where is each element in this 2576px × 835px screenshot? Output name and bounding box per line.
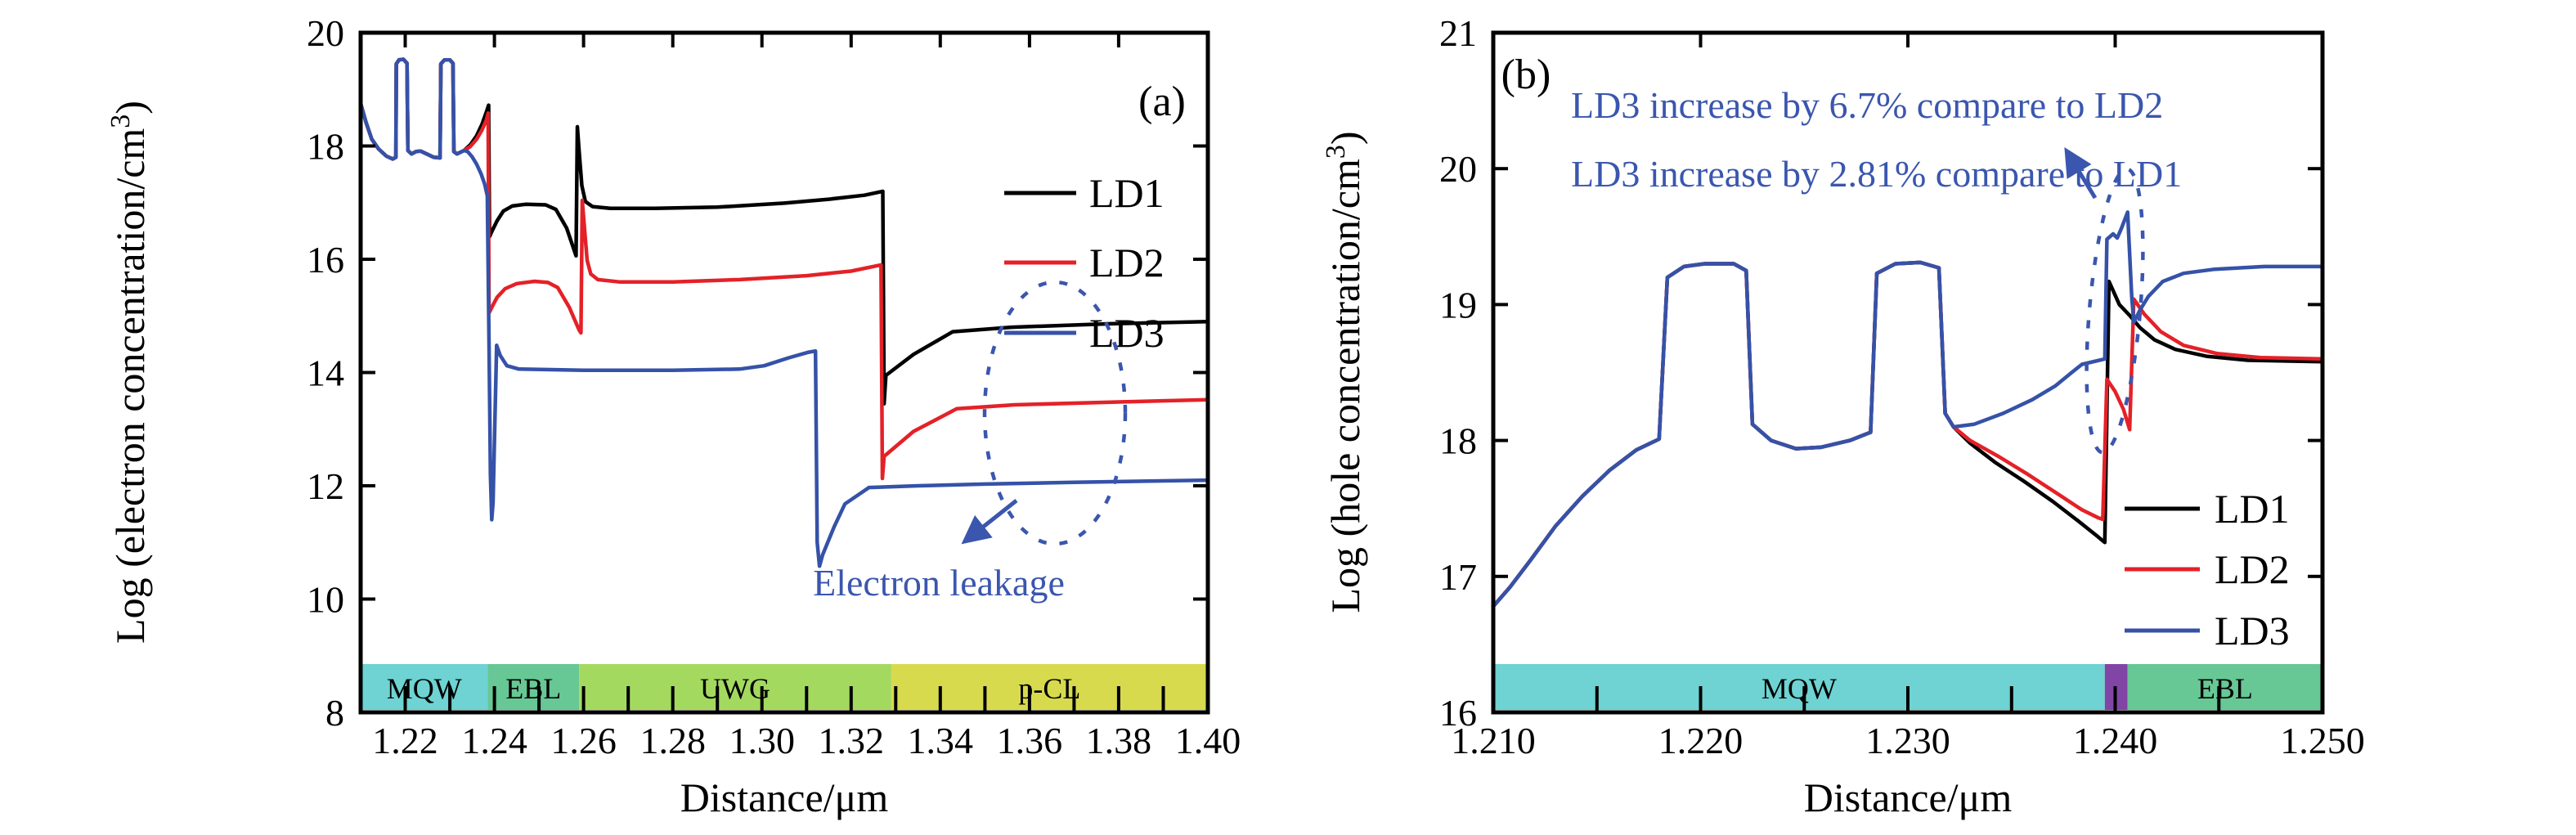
ld2-curve xyxy=(1491,260,2325,608)
x-tick-label: 1.24 xyxy=(461,720,527,761)
y-axis-title: Log (electron concentration/cm3) xyxy=(105,101,153,644)
legend-label-ld1: LD1 xyxy=(1089,170,1165,216)
y-axis-title: Log (hole concentration/cm3) xyxy=(1321,131,1368,613)
axis-ticks xyxy=(362,34,1209,711)
y-tick-label: 18 xyxy=(307,126,344,168)
ld1-curve xyxy=(1491,260,2325,608)
y-tick-label: 8 xyxy=(325,692,344,734)
y-tick-label: 20 xyxy=(1439,148,1477,190)
region-label-ebl: EBL xyxy=(505,672,561,705)
highlight-ellipse xyxy=(2085,167,2145,455)
x-tick-label: 1.36 xyxy=(997,720,1063,761)
annotation-arrow xyxy=(2064,147,2098,200)
annotation-group: LD3 increase by 6.7% compare to LD2 LD3 i… xyxy=(1571,84,2182,455)
panel-b-hole-concentration: MQW EBL 1.210 1.220 1.230 1.240 1.250 16 17 18 19 2… xyxy=(1321,12,2365,820)
region-band-uwg xyxy=(579,664,891,710)
x-tick-label: 1.32 xyxy=(819,720,885,761)
y-tick-label: 12 xyxy=(307,465,344,507)
region-label-uwg: UWG xyxy=(700,672,770,705)
legend-label-ld3: LD3 xyxy=(2215,608,2290,653)
legend-label-ld3: LD3 xyxy=(1089,310,1165,356)
region-band-mqw xyxy=(361,664,488,710)
x-tick-label: 1.38 xyxy=(1086,720,1152,761)
plot-border xyxy=(1491,30,2325,715)
x-tick-label: 1.26 xyxy=(550,720,617,761)
panel-letter: (a) xyxy=(1138,79,1186,125)
x-tick-label: 1.250 xyxy=(2280,720,2365,761)
y-tick-label: 17 xyxy=(1439,556,1477,598)
x-tick-label: 1.240 xyxy=(2073,720,2158,761)
legend-label-ld2: LD2 xyxy=(2215,546,2290,592)
region-band-ebl xyxy=(2127,664,2322,710)
y-tick-label: 16 xyxy=(1439,692,1477,734)
legend: LD1 LD2 LD3 xyxy=(1004,170,1165,356)
region-band-mqw xyxy=(1493,664,2105,710)
x-tick-label: 1.40 xyxy=(1175,720,1241,761)
y-tick-label: 10 xyxy=(307,579,344,621)
plot-border xyxy=(358,30,1210,715)
x-axis-title: Distance/μm xyxy=(680,774,889,820)
annotation-text-1: Electron leakage xyxy=(813,562,1065,604)
y-tick-label: 20 xyxy=(307,12,344,54)
x-tick-label: 1.28 xyxy=(640,720,706,761)
annotation-group: Electron leakage xyxy=(813,280,1128,604)
region-label-ebl: EBL xyxy=(2197,672,2253,705)
axis-ticks xyxy=(1492,34,2324,711)
annotation-text-1: LD3 increase by 6.7% compare to LD2 xyxy=(1571,84,2163,126)
y-tick-label: 14 xyxy=(307,352,344,394)
y-tick-label: 19 xyxy=(1439,284,1477,325)
x-tick-label: 1.230 xyxy=(1865,720,1950,761)
y-tick-label: 21 xyxy=(1439,12,1477,54)
x-axis-title: Distance/μm xyxy=(1804,774,2013,820)
legend-label-ld1: LD1 xyxy=(2215,486,2290,532)
ld3-curve xyxy=(358,57,1210,568)
region-label-p-cl: p-CL xyxy=(1018,672,1080,705)
ld3-curve xyxy=(1491,210,2325,608)
x-tick-label: 1.220 xyxy=(1658,720,1744,761)
annotation-text-2: LD3 increase by 2.81% compare to LD1 xyxy=(1571,153,2182,195)
y-tick-label: 16 xyxy=(307,239,344,281)
y-tick-label: 18 xyxy=(1439,420,1477,462)
annotation-arrow xyxy=(961,499,1018,545)
x-tick-label: 1.34 xyxy=(908,720,974,761)
x-tick-label: 1.210 xyxy=(1451,720,1536,761)
panel-letter: (b) xyxy=(1501,52,1551,98)
legend: LD1 LD2 LD3 xyxy=(2125,486,2290,653)
x-tick-label: 1.30 xyxy=(729,720,795,761)
panel-a-electron-concentration: MQW EBL UWG p-CL1.22 1.24 1.26 1.28 1.30 1.32 1.3… xyxy=(105,12,1241,820)
region-band-ebl xyxy=(487,664,580,710)
x-tick-label: 1.22 xyxy=(372,720,438,761)
region-band-p-cl xyxy=(891,664,1208,710)
legend-label-ld2: LD2 xyxy=(1089,240,1165,285)
highlight-ellipse xyxy=(982,280,1128,546)
region-label-mqw: MQW xyxy=(1761,672,1837,705)
